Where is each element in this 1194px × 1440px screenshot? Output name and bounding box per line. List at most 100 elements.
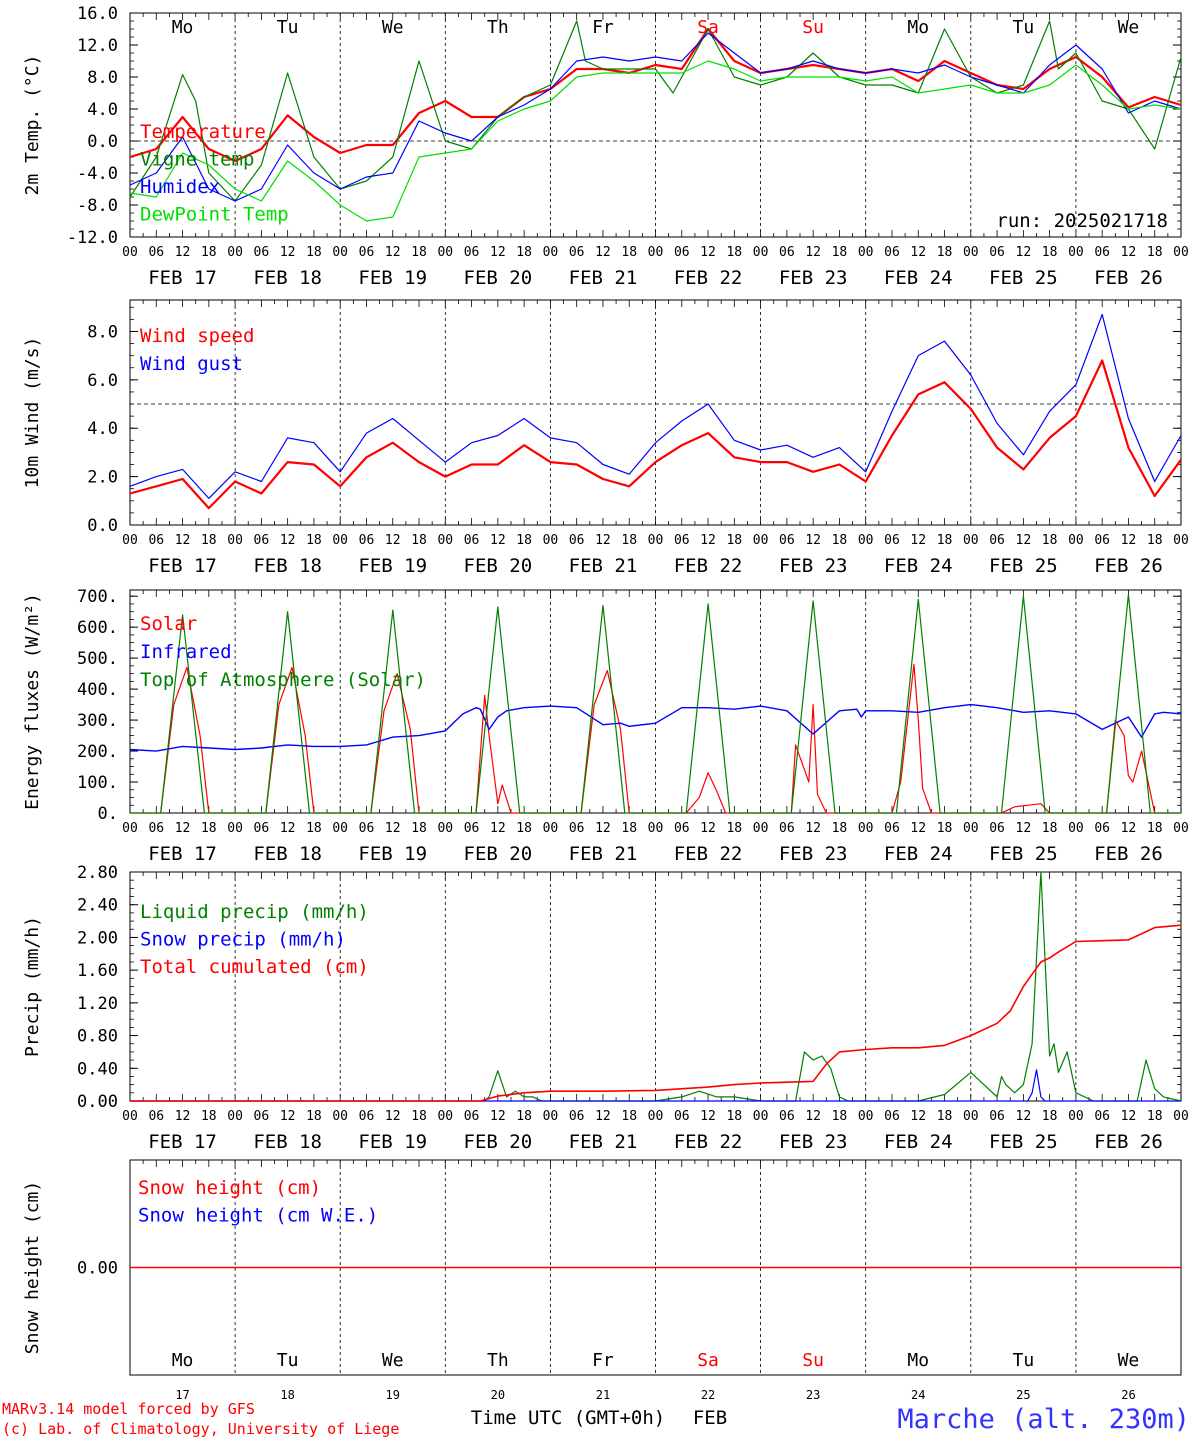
- day-number-label: 22: [701, 1388, 715, 1402]
- credit-line: MARv3.14 model forced by GFS: [2, 1400, 255, 1418]
- hour-tick-label: 18: [306, 821, 322, 836]
- hour-tick-label: 00: [122, 821, 138, 836]
- hour-tick-label: 06: [148, 533, 164, 548]
- y-axis-title: Snow height (cm): [22, 1181, 43, 1354]
- day-number-label: 18: [280, 1388, 294, 1402]
- date-label: FEB 17: [148, 555, 217, 577]
- y-tick-label: 400.: [77, 680, 118, 700]
- date-label: FEB 24: [884, 555, 953, 577]
- hour-tick-label: 12: [385, 533, 401, 548]
- hour-tick-label: 18: [621, 245, 637, 260]
- day-number-label: 25: [1016, 1388, 1030, 1402]
- date-label: FEB 25: [989, 843, 1058, 865]
- hour-tick-label: 00: [227, 533, 243, 548]
- run-label: run: 2025021718: [996, 210, 1168, 232]
- series-line-top-of-atmosphere-solar: [130, 593, 1181, 814]
- y-tick-label: -8.0: [77, 196, 118, 216]
- hour-tick-label: 18: [1042, 245, 1058, 260]
- y-tick-label: 2.0: [87, 468, 118, 488]
- x-axis-month: FEB: [693, 1407, 727, 1429]
- y-tick-label: 100.: [77, 773, 118, 793]
- hour-tick-label: 00: [648, 1109, 664, 1124]
- hour-tick-label: 06: [359, 1109, 375, 1124]
- legend-entry: Total cumulated (cm): [140, 956, 369, 978]
- panel-frame-wind: [129, 299, 1182, 526]
- hour-tick-label: 18: [1042, 821, 1058, 836]
- hour-tick-label: 06: [1094, 1109, 1110, 1124]
- hour-tick-label: 06: [254, 821, 270, 836]
- hour-tick-label: 06: [674, 1109, 690, 1124]
- credit-line: (c) Lab. of Climatology, University of L…: [2, 1420, 399, 1438]
- hour-tick-label: 06: [989, 1109, 1005, 1124]
- date-label: FEB 18: [253, 843, 322, 865]
- hour-tick-label: 06: [1094, 533, 1110, 548]
- y-tick-label: 4.0: [87, 419, 118, 439]
- hour-tick-label: 00: [858, 245, 874, 260]
- hour-tick-label: 18: [937, 533, 953, 548]
- hour-tick-label: 18: [832, 1109, 848, 1124]
- date-label: FEB 23: [779, 555, 848, 577]
- hour-tick-label: 06: [674, 533, 690, 548]
- hour-tick-label: 00: [858, 533, 874, 548]
- weekday-label-top: Mo: [172, 17, 194, 38]
- hour-tick-label: 12: [595, 245, 611, 260]
- y-tick-label: 600.: [77, 618, 118, 638]
- hour-tick-label: 12: [700, 821, 716, 836]
- date-label: FEB 24: [884, 267, 953, 289]
- weekday-label-bottom: We: [1118, 1350, 1140, 1371]
- hour-tick-label: 18: [306, 1109, 322, 1124]
- date-label: FEB 23: [779, 843, 848, 865]
- hour-tick-label: 12: [1016, 533, 1032, 548]
- hour-tick-label: 00: [332, 245, 348, 260]
- date-label: FEB 21: [569, 267, 638, 289]
- series-line-infrared: [129, 703, 1182, 752]
- hour-tick-label: 06: [359, 245, 375, 260]
- hour-tick-label: 00: [332, 821, 348, 836]
- hour-tick-label: 18: [411, 245, 427, 260]
- hour-tick-label: 12: [175, 533, 191, 548]
- date-label: FEB 18: [253, 555, 322, 577]
- y-tick-label: 1.20: [77, 994, 118, 1014]
- y-axis-title: Precip (mm/h): [22, 916, 43, 1057]
- date-label: FEB 26: [1094, 555, 1163, 577]
- hour-tick-label: 12: [595, 1109, 611, 1124]
- hour-tick-label: 00: [122, 245, 138, 260]
- hour-tick-label: 00: [1173, 1109, 1189, 1124]
- hour-tick-label: 18: [726, 533, 742, 548]
- weekday-label-top: Sa: [697, 17, 719, 38]
- hour-tick-label: 18: [1147, 245, 1163, 260]
- date-label: FEB 18: [253, 267, 322, 289]
- hour-tick-label: 12: [910, 821, 926, 836]
- hour-tick-label: 00: [1068, 533, 1084, 548]
- date-label: FEB 26: [1094, 843, 1163, 865]
- date-label: FEB 22: [674, 843, 743, 865]
- hour-tick-label: 06: [359, 533, 375, 548]
- hour-tick-label: 00: [963, 245, 979, 260]
- hour-tick-label: 12: [910, 1109, 926, 1124]
- hour-tick-label: 18: [937, 245, 953, 260]
- y-tick-label: 0.00: [77, 1092, 118, 1112]
- hour-tick-label: 06: [674, 821, 690, 836]
- date-label: FEB 24: [884, 843, 953, 865]
- series-line-vigne-temp: [129, 20, 1182, 202]
- hour-tick-label: 06: [254, 533, 270, 548]
- hour-tick-label: 00: [332, 533, 348, 548]
- date-label: FEB 19: [358, 1131, 427, 1153]
- hour-tick-label: 06: [148, 245, 164, 260]
- hour-tick-label: 00: [227, 1109, 243, 1124]
- legend-entry: Snow height (cm): [138, 1177, 321, 1199]
- hour-tick-label: 06: [464, 533, 480, 548]
- hour-tick-label: 06: [1094, 821, 1110, 836]
- hour-tick-label: 00: [227, 821, 243, 836]
- hour-tick-label: 12: [280, 1109, 296, 1124]
- hour-tick-label: 18: [621, 533, 637, 548]
- date-label: FEB 20: [464, 555, 533, 577]
- hour-tick-label: 00: [1173, 245, 1189, 260]
- hour-tick-label: 18: [621, 821, 637, 836]
- hour-tick-label: 00: [227, 245, 243, 260]
- y-tick-label: 8.0: [87, 68, 118, 88]
- y-axis-title: 2m Temp. (°C): [22, 55, 43, 196]
- series-line-dewpoint-temp: [129, 60, 1182, 222]
- day-number-label: 17: [175, 1388, 189, 1402]
- weekday-label-bottom: Tu: [277, 1350, 299, 1371]
